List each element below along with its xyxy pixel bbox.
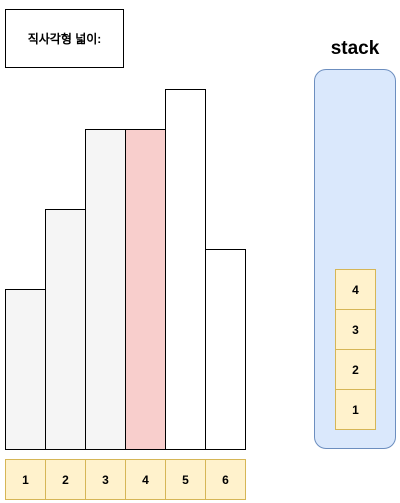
rectangle-area-box: 직사각형 넓이: (5, 9, 124, 68)
histogram-bar-4 (125, 129, 166, 450)
histogram-bar-2 (45, 209, 86, 450)
stack-item-2: 2 (335, 349, 376, 390)
histogram-bar-3 (85, 129, 126, 450)
stack-item-1: 1 (335, 389, 376, 430)
histogram-bar-6 (205, 249, 246, 450)
stack-item-4: 4 (335, 269, 376, 310)
histogram (5, 89, 246, 450)
index-cell-3: 3 (85, 459, 126, 500)
stack-item-3: 3 (335, 309, 376, 350)
index-cell-6: 6 (205, 459, 246, 500)
rectangle-area-label: 직사각형 넓이: (27, 32, 102, 46)
histogram-bar-1 (5, 289, 46, 450)
histogram-bar-5 (165, 89, 206, 450)
index-cell-5: 5 (165, 459, 206, 500)
index-cell-1: 1 (5, 459, 46, 500)
index-cell-2: 2 (45, 459, 86, 500)
stack-title: stack (330, 38, 380, 59)
index-cell-4: 4 (125, 459, 166, 500)
